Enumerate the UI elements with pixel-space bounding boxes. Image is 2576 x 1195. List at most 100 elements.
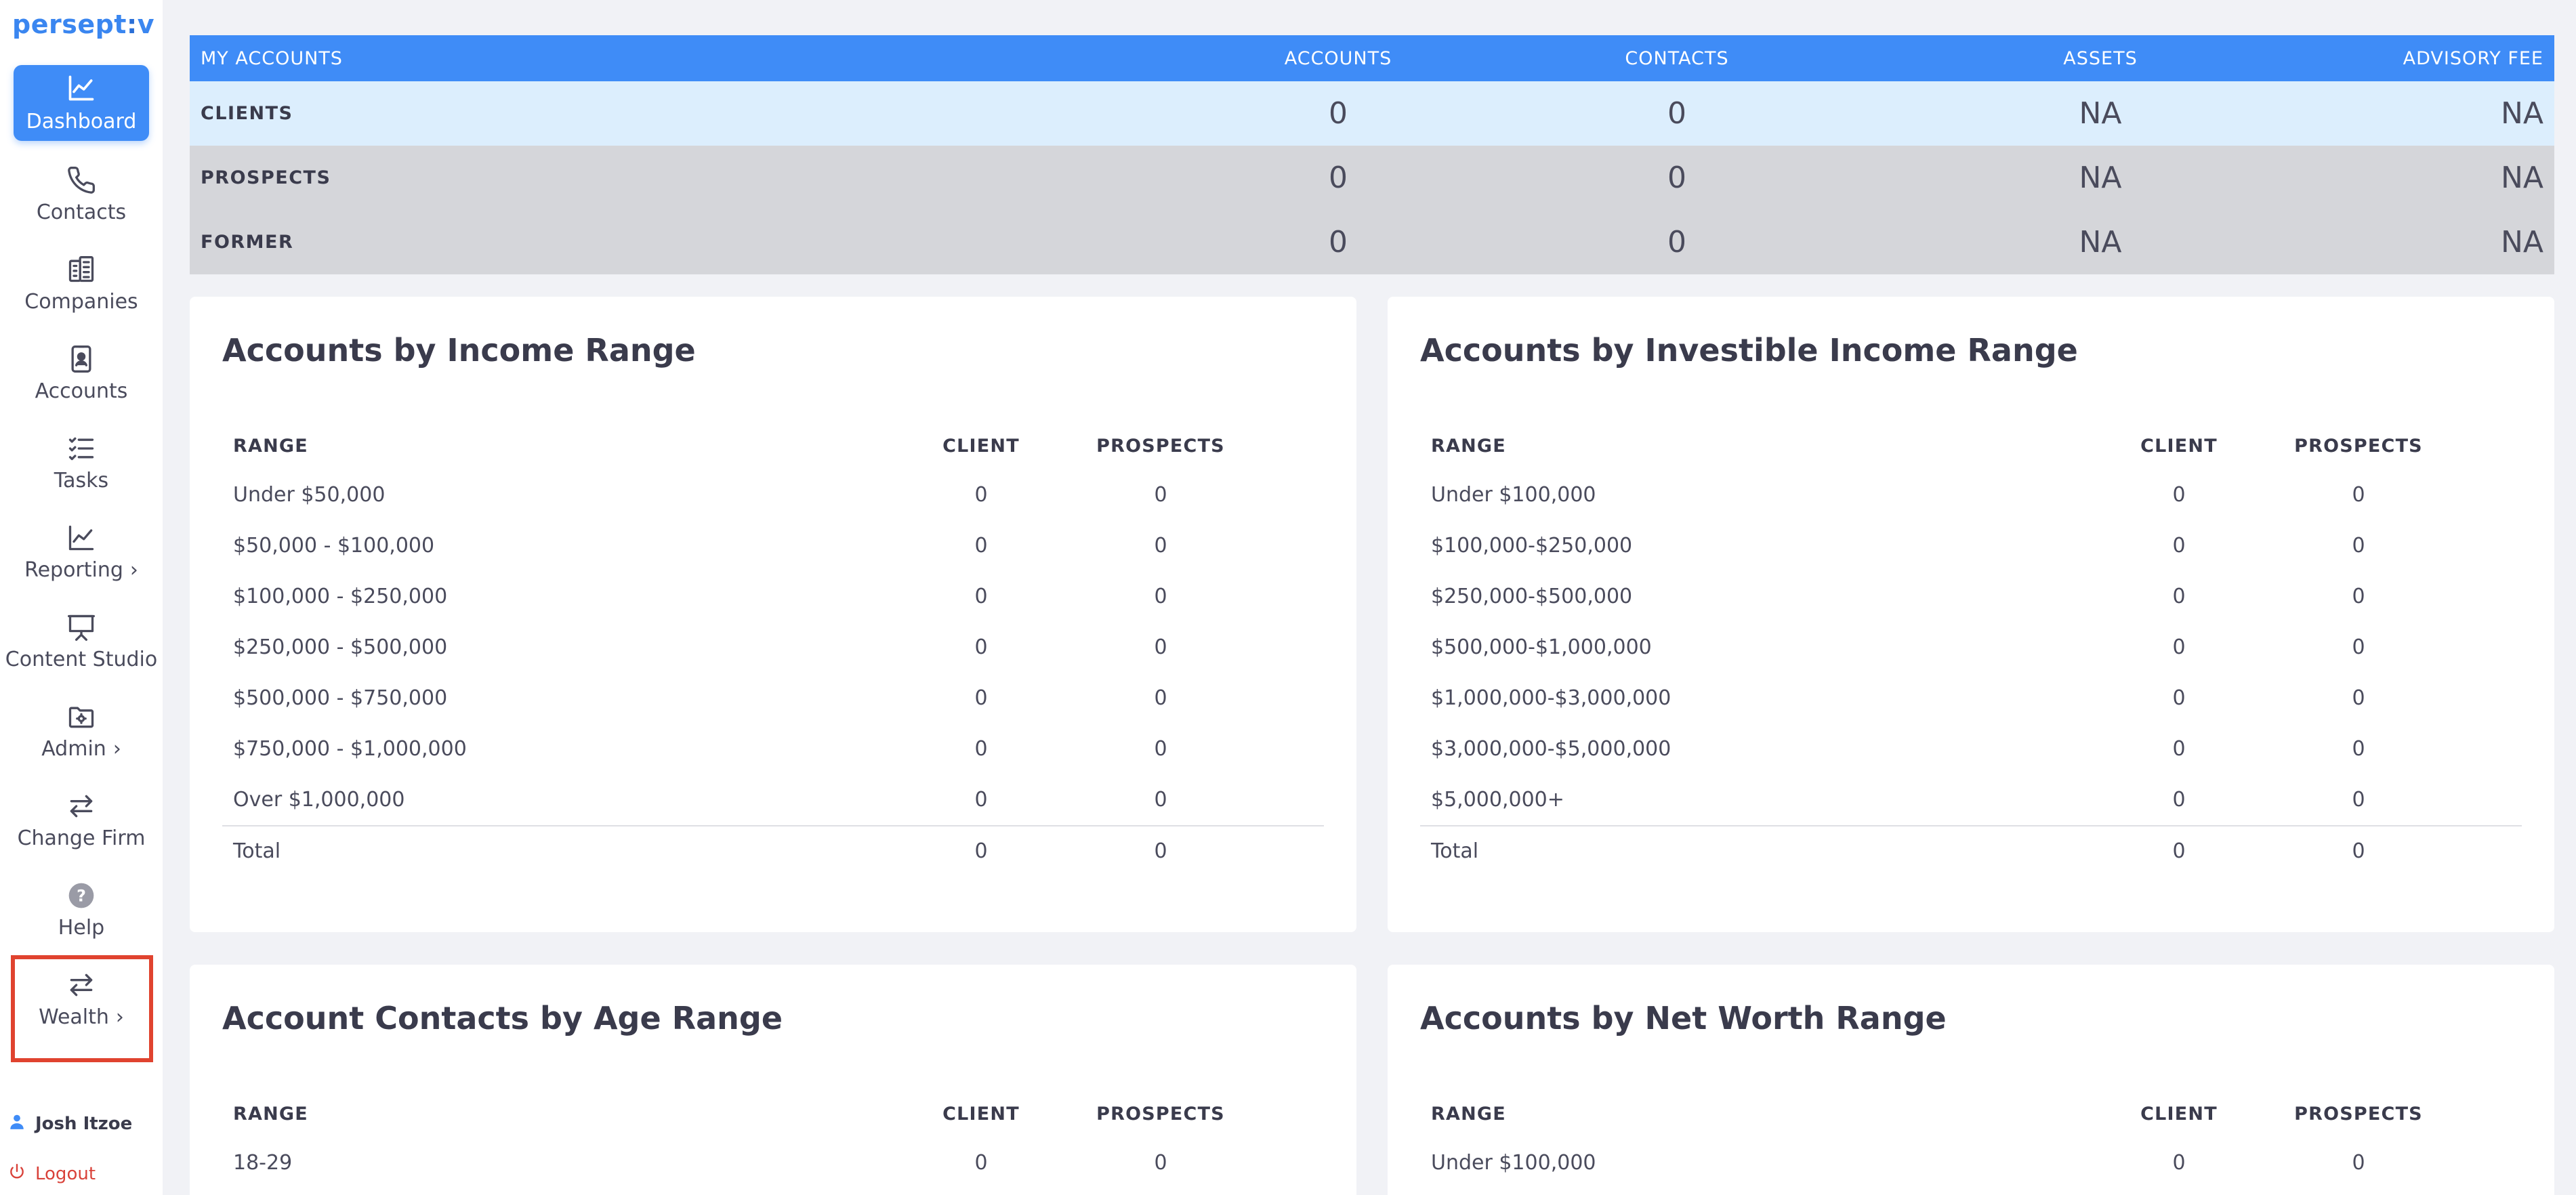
row-label: FORMER — [201, 232, 294, 253]
table-row[interactable]: $1,000,000-$3,000,000 0 0 — [1420, 673, 2522, 724]
sidebar-item-label: Help — [58, 916, 105, 940]
sidebar-item-label: Wealth — [39, 1005, 109, 1029]
advisory-fee-value: NA — [2500, 225, 2543, 259]
sidebar-item-help[interactable]: ? Help — [0, 870, 163, 947]
sidebar: persept:v Dashboard Contacts Companies A… — [0, 0, 163, 1195]
table-row[interactable]: $500,000-$1,000,000 0 0 — [1420, 622, 2522, 673]
table-row[interactable]: 18-29 0 0 — [222, 1137, 1324, 1188]
help-circle-icon: ? — [66, 881, 96, 910]
client-cell: 0 — [974, 788, 988, 812]
presentation-icon — [66, 612, 96, 642]
table-row[interactable]: Under $100,000 0 0 — [1420, 1137, 2522, 1188]
sidebar-item-label: Content Studio — [5, 648, 158, 671]
user-name: Josh Itzoe — [35, 1114, 133, 1134]
client-cell: 0 — [2172, 534, 2186, 558]
table-row[interactable]: $250,000-$500,000 0 0 — [1420, 571, 2522, 622]
header-advisory-fee[interactable]: ADVISORY FEE — [2403, 47, 2543, 69]
table-row[interactable]: $50,000 - $100,000 0 0 — [222, 520, 1324, 571]
help-glyph: ? — [77, 886, 86, 905]
header-range: RANGE — [1431, 435, 1506, 457]
logo-text: persept — [12, 9, 127, 39]
prospects-cell: 0 — [1154, 635, 1167, 659]
persepti-logo[interactable]: persept:v — [12, 9, 154, 39]
prospects-cell: 0 — [1154, 788, 1167, 812]
table-row[interactable]: $5,000,000+ 0 0 — [1420, 774, 2522, 825]
card-title: Accounts by Net Worth Range — [1420, 1000, 1947, 1036]
sidebar-item-dashboard[interactable]: Dashboard — [14, 65, 149, 141]
age-range-card: Account Contacts by Age Range RANGE CLIENT… — [190, 965, 1356, 1195]
table-row[interactable]: Over $1,000,000 0 0 — [222, 774, 1324, 825]
sidebar-item-contacts[interactable]: Contacts — [0, 154, 163, 232]
client-cell: 0 — [974, 483, 988, 507]
header-client: CLIENT — [942, 435, 1020, 457]
prospects-cell: 0 — [2352, 686, 2365, 710]
table-row[interactable]: $500,000 - $750,000 0 0 — [222, 673, 1324, 724]
sidebar-item-label: Change Firm — [17, 826, 146, 850]
summary-header-row: MY ACCOUNTS ACCOUNTS CONTACTS ASSETS ADV… — [190, 35, 2554, 81]
header-client: CLIENT — [942, 1103, 1020, 1125]
sidebar-item-change-firm[interactable]: Change Firm — [0, 780, 163, 858]
card-title: Accounts by Income Range — [222, 332, 696, 369]
sidebar-item-label: Companies — [24, 290, 138, 314]
client-cell: 0 — [974, 686, 988, 710]
sidebar-item-reporting[interactable]: Reporting › — [0, 512, 163, 589]
prospects-cell: 0 — [1154, 1151, 1167, 1175]
tasks-list-icon — [66, 434, 96, 463]
range-cell: $250,000 - $500,000 — [233, 635, 448, 659]
sidebar-item-label: Accounts — [35, 379, 128, 403]
user-profile[interactable]: Josh Itzoe — [8, 1112, 132, 1135]
summary-row-clients[interactable]: CLIENTS 0 0 NA NA — [190, 81, 2554, 146]
total-prospects-cell: 0 — [2352, 839, 2365, 863]
table-row[interactable]: Under $100,000 0 0 — [1420, 469, 2522, 520]
sidebar-item-content-studio[interactable]: Content Studio — [0, 602, 163, 679]
table-row[interactable]: $250,000 - $500,000 0 0 — [222, 622, 1324, 673]
summary-row-prospects[interactable]: PROSPECTS 0 0 NA NA — [190, 146, 2554, 210]
logout-button[interactable]: Logout — [8, 1162, 96, 1186]
range-cell: $1,000,000-$3,000,000 — [1431, 686, 1671, 710]
logo-colon: : — [126, 9, 138, 39]
sidebar-item-wealth[interactable]: Wealth › — [0, 959, 163, 1036]
table-row[interactable]: $3,000,000-$5,000,000 0 0 — [1420, 724, 2522, 774]
total-client-cell: 0 — [974, 839, 988, 863]
table-total-row: Total 0 0 — [222, 825, 1324, 876]
swap-arrows-icon — [66, 970, 96, 1000]
advisory-fee-value: NA — [2500, 96, 2543, 131]
phone-icon — [66, 165, 96, 195]
prospects-cell: 0 — [1154, 686, 1167, 710]
accounts-value: 0 — [1329, 96, 1348, 131]
header-my-accounts[interactable]: MY ACCOUNTS — [201, 47, 343, 69]
client-cell: 0 — [974, 737, 988, 761]
sidebar-item-tasks[interactable]: Tasks — [0, 423, 163, 500]
table-row[interactable]: Under $50,000 0 0 — [222, 469, 1324, 520]
table-row[interactable]: $100,000 - $250,000 0 0 — [222, 571, 1324, 622]
chevron-right-icon: › — [129, 558, 138, 582]
assets-value: NA — [2079, 96, 2122, 131]
client-cell: 0 — [2172, 1151, 2186, 1175]
sidebar-item-label: Reporting — [24, 558, 123, 582]
client-cell: 0 — [974, 1151, 988, 1175]
highlight-box — [11, 955, 153, 1062]
header-accounts[interactable]: ACCOUNTS — [1284, 47, 1392, 69]
range-cell: $100,000 - $250,000 — [233, 585, 448, 608]
range-cell: $500,000-$1,000,000 — [1431, 635, 1652, 659]
sidebar-item-accounts[interactable]: Accounts — [0, 333, 163, 411]
total-prospects-cell: 0 — [1154, 839, 1167, 863]
client-cell: 0 — [974, 585, 988, 608]
folder-gear-icon — [66, 702, 96, 732]
prospects-cell: 0 — [1154, 585, 1167, 608]
header-assets[interactable]: ASSETS — [2063, 47, 2138, 69]
prospects-cell: 0 — [1154, 534, 1167, 558]
sidebar-item-admin[interactable]: Admin › — [0, 691, 163, 768]
sidebar-item-companies[interactable]: Companies — [0, 244, 163, 321]
table-row[interactable]: $100,000-$250,000 0 0 — [1420, 520, 2522, 571]
id-badge-icon — [66, 344, 96, 374]
investible-income-range-card: Accounts by Investible Income Range RANGE… — [1388, 297, 2554, 932]
summary-row-former[interactable]: FORMER 0 0 NA NA — [190, 210, 2554, 274]
sidebar-item-label-row: Reporting › — [0, 558, 163, 582]
range-cell: Under $100,000 — [1431, 1151, 1596, 1175]
assets-value: NA — [2079, 161, 2122, 195]
table-row[interactable]: $750,000 - $1,000,000 0 0 — [222, 724, 1324, 774]
total-label: Total — [1431, 839, 1479, 863]
my-accounts-summary-table: MY ACCOUNTS ACCOUNTS CONTACTS ASSETS ADV… — [190, 35, 2554, 275]
header-contacts[interactable]: CONTACTS — [1625, 47, 1729, 69]
